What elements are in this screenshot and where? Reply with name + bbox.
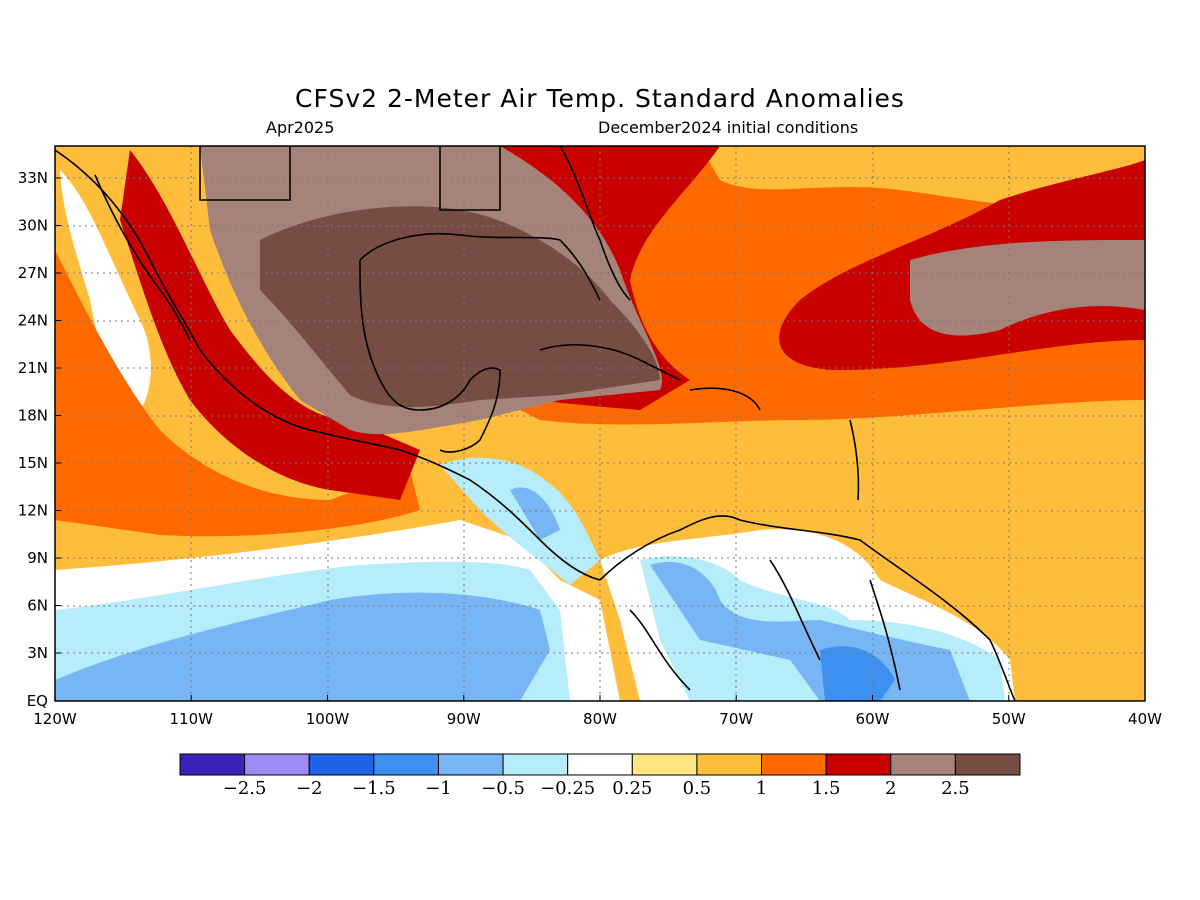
pacific-coast bbox=[55, 149, 601, 581]
gulf-of-mexico-north-coast bbox=[359, 232, 601, 301]
lon-label: 70W bbox=[719, 710, 753, 728]
colorbar-swatch bbox=[696, 753, 763, 776]
lon-label: 60W bbox=[856, 710, 890, 728]
colorbar-swatch bbox=[502, 753, 569, 776]
lesser-antilles bbox=[849, 419, 860, 501]
colorbar-swatch bbox=[761, 753, 827, 776]
lon-label: 80W bbox=[583, 710, 617, 728]
guianas-border bbox=[869, 579, 901, 691]
gulf-of-california-coast bbox=[94, 174, 191, 341]
lat-label: 27N bbox=[18, 264, 48, 282]
lat-label: EQ bbox=[27, 692, 48, 710]
initial-conditions: December2024 initial conditions bbox=[598, 118, 859, 137]
longitude-labels: 120W 110W 100W 90W 80W 70W 60W 50W 40W bbox=[33, 695, 1162, 728]
us-state-borders bbox=[199, 146, 291, 201]
colorbar-swatch bbox=[308, 753, 375, 776]
cooler-zone-south-america bbox=[650, 561, 970, 701]
cooler-zone-central-america bbox=[510, 487, 560, 540]
lat-label: 3N bbox=[27, 644, 48, 662]
colorbar-swatch bbox=[825, 753, 892, 776]
colorbar bbox=[179, 753, 1021, 776]
colorbar-swatch bbox=[373, 753, 439, 776]
colorbar-label: 2 bbox=[885, 778, 896, 799]
interior-border bbox=[769, 559, 821, 661]
coldest-zone-south-america bbox=[820, 646, 895, 701]
colorbar-swatch bbox=[567, 753, 633, 776]
coastlines bbox=[55, 146, 1016, 701]
lat-label: 15N bbox=[18, 454, 48, 472]
colorbar-swatch bbox=[179, 753, 246, 776]
colorbar-swatch bbox=[437, 753, 504, 776]
colorbar-label: 2.5 bbox=[941, 778, 970, 799]
colorbar-label: 0.25 bbox=[612, 778, 652, 799]
lat-label: 6N bbox=[27, 597, 48, 615]
valid-month: Apr2025 bbox=[266, 118, 335, 137]
lat-label: 9N bbox=[27, 549, 48, 567]
extreme-hot-zone-gulf bbox=[260, 206, 660, 407]
south-america-north-coast bbox=[599, 515, 1016, 701]
neutral-zone-baja bbox=[60, 170, 151, 420]
hot-zone-mexico-west bbox=[120, 150, 420, 500]
colorbar-label: −0.25 bbox=[540, 778, 595, 799]
lat-label: 24N bbox=[18, 312, 48, 330]
cooler-zone-pacific bbox=[55, 592, 550, 701]
colorbar-label: 0.5 bbox=[683, 778, 712, 799]
lon-label: 110W bbox=[170, 710, 214, 728]
colorbar-label: 1 bbox=[756, 778, 767, 799]
lat-label: 12N bbox=[18, 502, 48, 520]
lat-label: 18N bbox=[18, 407, 48, 425]
lat-label: 21N bbox=[18, 359, 48, 377]
lat-label: 30N bbox=[18, 217, 48, 235]
yucatan-coast bbox=[439, 369, 501, 453]
warm-zone-pacific-coast bbox=[55, 250, 420, 537]
florida-coast bbox=[559, 146, 631, 301]
hispaniola-coast bbox=[689, 387, 761, 411]
latitude-labels: 33N 30N 27N 24N 21N 18N 15N 12N 9N 6N 3N EQ bbox=[18, 169, 61, 710]
colorbar-swatch bbox=[954, 753, 1021, 776]
colorbar-label: −0.5 bbox=[481, 778, 525, 799]
lon-label: 40W bbox=[1128, 710, 1162, 728]
colorbar-swatch bbox=[244, 753, 310, 776]
colorbar-swatch bbox=[631, 753, 698, 776]
colorbar-label: −1 bbox=[425, 778, 452, 799]
colorbar-labels: −2.5 −2 −1.5 −1 −0.5 −0.25 0.25 0.5 1 1.5 2 2.5 bbox=[223, 778, 970, 799]
andes-border bbox=[629, 609, 691, 691]
cuba-coast bbox=[539, 344, 681, 381]
colorbar-label: 1.5 bbox=[812, 778, 841, 799]
lon-label: 120W bbox=[33, 710, 77, 728]
lat-label: 33N bbox=[18, 169, 48, 187]
colorbar-label: −2.5 bbox=[223, 778, 267, 799]
graticule bbox=[55, 146, 1145, 701]
lon-label: 90W bbox=[447, 710, 481, 728]
lon-label: 50W bbox=[992, 710, 1026, 728]
map-title: CFSv2 2-Meter Air Temp. Standard Anomali… bbox=[295, 84, 905, 113]
anomaly-field bbox=[55, 146, 1145, 701]
gulf-of-mexico-west-coast bbox=[359, 259, 501, 411]
us-state-borders-east bbox=[439, 146, 501, 211]
lon-label: 100W bbox=[306, 710, 350, 728]
very-hot-zone-atlantic bbox=[910, 240, 1145, 336]
colorbar-label: −1.5 bbox=[352, 778, 396, 799]
colorbar-swatch bbox=[890, 753, 956, 776]
colorbar-label: −2 bbox=[296, 778, 323, 799]
